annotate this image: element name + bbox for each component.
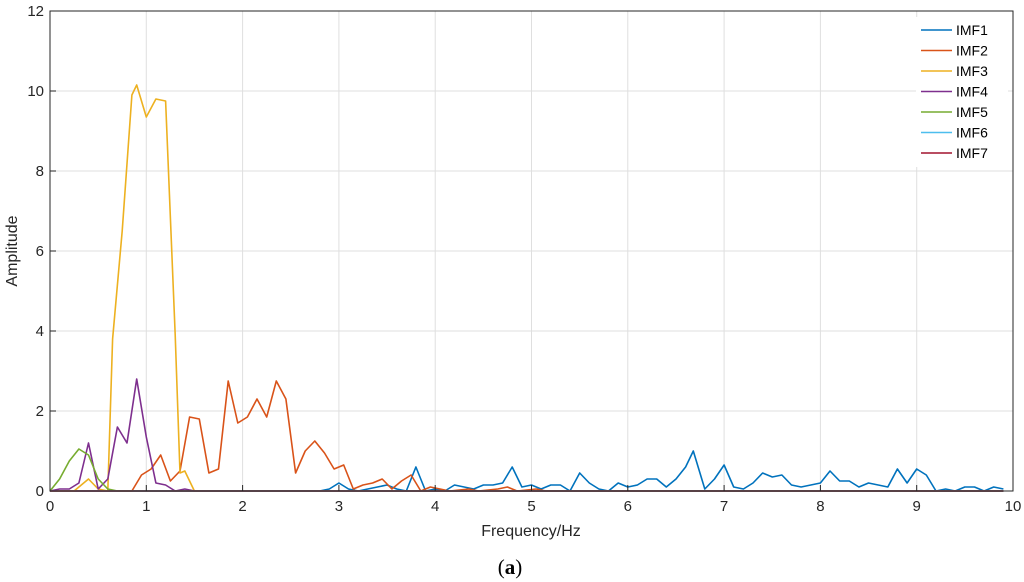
x-tick-label: 0 xyxy=(46,498,54,515)
legend-label-imf2: IMF2 xyxy=(956,43,988,59)
figure-caption: (a) xyxy=(498,555,523,579)
x-tick-label: 1 xyxy=(142,498,150,515)
x-tick-label: 8 xyxy=(816,498,824,515)
x-tick-label: 5 xyxy=(527,498,535,515)
x-tick-label: 6 xyxy=(624,498,632,515)
x-tick-label: 3 xyxy=(335,498,343,515)
x-tick-label: 10 xyxy=(1005,498,1022,515)
caption-close: ) xyxy=(515,555,522,579)
y-tick-label: 4 xyxy=(36,323,44,340)
y-axis-label: Amplitude xyxy=(4,215,21,286)
x-tick-label: 9 xyxy=(913,498,921,515)
y-tick-label: 2 xyxy=(36,403,44,420)
legend-label-imf1: IMF1 xyxy=(956,22,988,38)
x-axis-label: Frequency/Hz xyxy=(481,523,581,540)
legend: IMF1 IMF2 IMF3 IMF4 IMF5 IMF6 IMF7 xyxy=(916,17,1008,167)
legend-label-imf5: IMF5 xyxy=(956,104,988,120)
y-tick-label: 10 xyxy=(27,83,44,100)
caption-open: ( xyxy=(498,555,505,579)
series-line-imf3 xyxy=(50,84,1004,492)
y-tick-label: 6 xyxy=(36,243,44,260)
legend-label-imf3: IMF3 xyxy=(956,63,988,79)
y-tick-label: 12 xyxy=(27,3,44,20)
series-line-imf2 xyxy=(50,380,1004,492)
legend-label-imf4: IMF4 xyxy=(956,84,988,100)
legend-label-imf6: IMF6 xyxy=(956,125,988,141)
caption-letter: a xyxy=(505,555,516,579)
y-tick-label: 0 xyxy=(36,483,44,500)
x-tick-label: 7 xyxy=(720,498,728,515)
legend-label-imf7: IMF7 xyxy=(956,145,988,161)
x-tick-label: 2 xyxy=(238,498,246,515)
x-tick-label: 4 xyxy=(431,498,439,515)
y-tick-label: 8 xyxy=(36,163,44,180)
